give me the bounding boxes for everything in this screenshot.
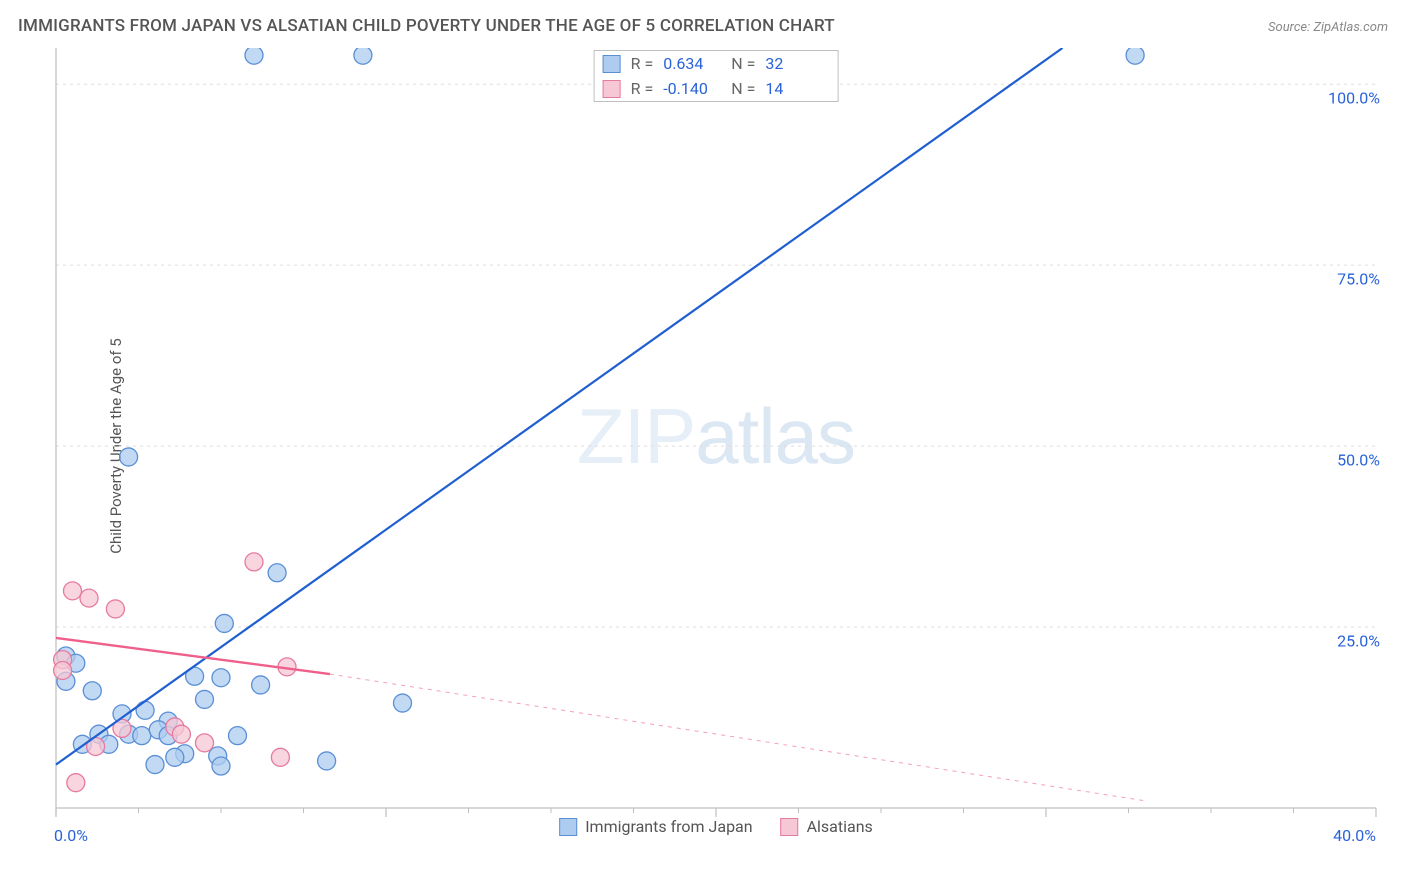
stat-r-japan: 0.634: [663, 54, 721, 73]
stat-r-label: R =: [631, 54, 654, 73]
legend-label-alsatians: Alsatians: [807, 817, 873, 836]
stats-legend: R = 0.634 N = 32 R = -0.140 N = 14: [594, 50, 839, 102]
source-label: Source: ZipAtlas.com: [1268, 20, 1388, 35]
swatch-japan: [603, 55, 621, 73]
title-row: IMMIGRANTS FROM JAPAN VS ALSATIAN CHILD …: [18, 16, 1388, 36]
chart-title: IMMIGRANTS FROM JAPAN VS ALSATIAN CHILD …: [18, 16, 835, 36]
bottom-legend: Immigrants from Japan Alsatians: [559, 817, 873, 836]
y-tick-label: 50.0%: [1337, 451, 1380, 470]
plot-area: ZIPatlas R = 0.634 N = 32 R = -0.140 N =…: [46, 48, 1386, 840]
x-tick-label: 0.0%: [54, 826, 88, 845]
stats-row-alsatians: R = -0.140 N = 14: [595, 76, 838, 101]
stat-n-label: N =: [731, 54, 755, 73]
stats-row-japan: R = 0.634 N = 32: [595, 51, 838, 76]
legend-item-japan: Immigrants from Japan: [559, 817, 752, 836]
legend-label-japan: Immigrants from Japan: [585, 817, 752, 836]
stat-n-label-2: N =: [731, 79, 755, 98]
x-tick-label: 40.0%: [1333, 826, 1376, 845]
stat-r-alsatians: -0.140: [663, 79, 721, 98]
stat-n-japan: 32: [765, 54, 823, 73]
source-text: ZipAtlas.com: [1313, 20, 1388, 35]
legend-swatch-japan: [559, 818, 577, 836]
stat-r-label-2: R =: [631, 79, 654, 98]
y-tick-label: 100.0%: [1328, 89, 1380, 108]
stat-n-alsatians: 14: [765, 79, 823, 98]
legend-item-alsatians: Alsatians: [781, 817, 873, 836]
y-tick-label: 75.0%: [1337, 270, 1380, 289]
swatch-alsatians: [603, 80, 621, 98]
plot-svg: [46, 48, 1386, 840]
legend-swatch-alsatians: [781, 818, 799, 836]
y-tick-label: 25.0%: [1337, 632, 1380, 651]
source-prefix: Source:: [1268, 20, 1313, 35]
chart-container: IMMIGRANTS FROM JAPAN VS ALSATIAN CHILD …: [0, 0, 1406, 892]
